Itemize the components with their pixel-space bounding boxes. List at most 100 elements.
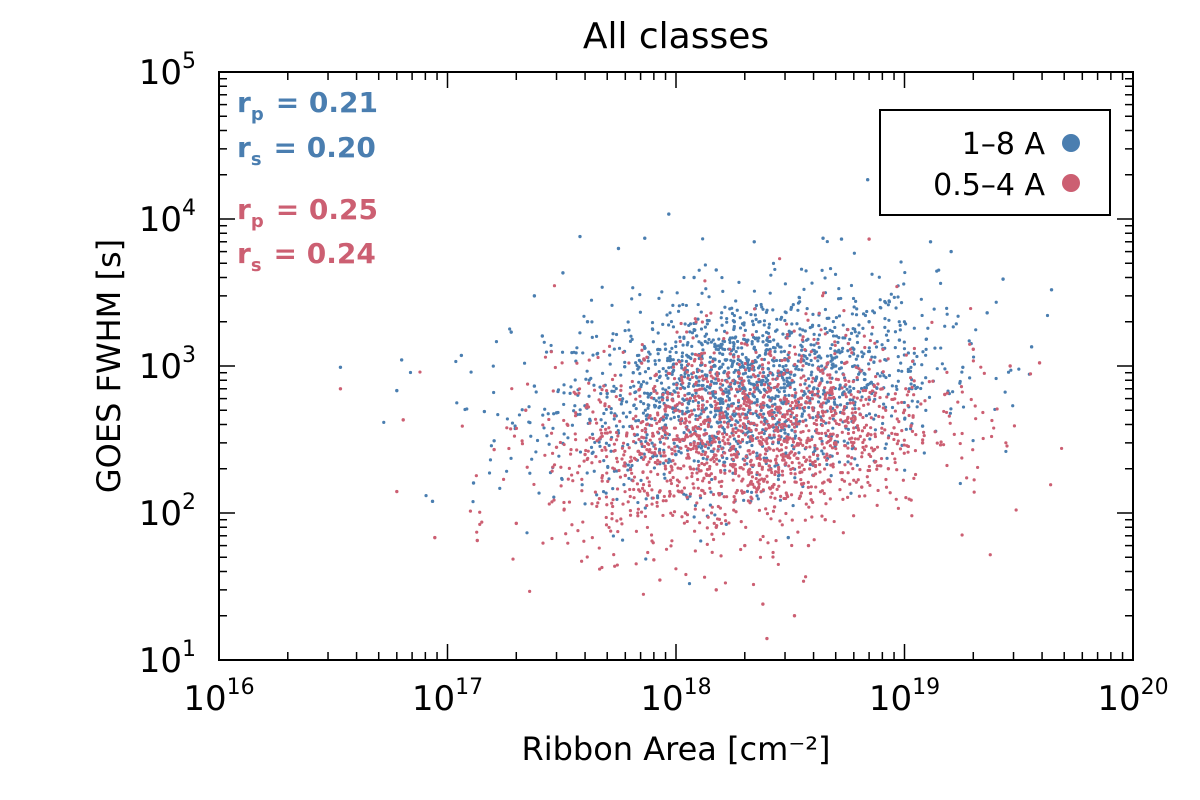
- scatter-point: [735, 308, 739, 312]
- scatter-point: [580, 483, 584, 487]
- scatter-point: [746, 484, 750, 488]
- scatter-point: [778, 406, 783, 410]
- scatter-point: [734, 491, 738, 495]
- scatter-point: [721, 532, 726, 536]
- scatter-point: [698, 494, 702, 498]
- scatter-point: [684, 425, 688, 429]
- scatter-point: [840, 430, 844, 434]
- scatter-point: [752, 386, 756, 390]
- scatter-point: [876, 488, 880, 493]
- scatter-point: [981, 436, 985, 441]
- scatter-point: [851, 407, 855, 411]
- scatter-point: [552, 463, 557, 467]
- scatter-point: [1004, 441, 1008, 445]
- scatter-point: [693, 352, 698, 357]
- scatter-point: [776, 562, 780, 567]
- scatter-point: [800, 463, 804, 467]
- scatter-point: [906, 450, 910, 454]
- scatter-point: [873, 428, 878, 432]
- scatter-point: [612, 442, 617, 446]
- scatter-point: [767, 322, 772, 326]
- scatter-point: [786, 399, 790, 404]
- scatter-point: [794, 404, 798, 408]
- scatter-point: [637, 388, 641, 392]
- scatter-point: [976, 465, 980, 470]
- scatter-point: [696, 400, 701, 405]
- scatter-point: [623, 365, 627, 369]
- scatter-point: [961, 365, 965, 369]
- scatter-point: [547, 442, 551, 446]
- scatter-point: [640, 361, 644, 365]
- scatter-point: [728, 448, 732, 452]
- scatter-point: [643, 346, 647, 350]
- scatter-point: [775, 376, 779, 381]
- scatter-point: [781, 458, 785, 462]
- scatter-point: [889, 292, 893, 296]
- scatter-point: [623, 473, 628, 478]
- scatter-point: [586, 449, 590, 453]
- scatter-point: [575, 346, 579, 350]
- scatter-point: [614, 438, 619, 442]
- scatter-point: [828, 346, 833, 351]
- scatter-point: [609, 411, 613, 415]
- scatter-point: [774, 394, 778, 398]
- scatter-point: [831, 385, 836, 390]
- scatter-point: [924, 376, 928, 380]
- scatter-point: [692, 529, 697, 533]
- scatter-point: [656, 411, 660, 415]
- scatter-point: [902, 400, 906, 405]
- scatter-point: [945, 312, 949, 316]
- scatter-point: [700, 406, 704, 410]
- scatter-point: [629, 455, 633, 459]
- scatter-point: [752, 345, 756, 349]
- scatter-point: [672, 382, 676, 386]
- scatter-point: [709, 410, 713, 414]
- scatter-point: [832, 519, 836, 524]
- scatter-point: [736, 381, 740, 385]
- scatter-point: [739, 429, 743, 433]
- scatter-point: [632, 403, 636, 408]
- scatter-point: [581, 351, 585, 355]
- scatter-point: [745, 441, 749, 445]
- scatter-point: [732, 344, 736, 349]
- annotation-rp: rp = 0.21: [237, 86, 378, 125]
- scatter-point: [872, 360, 876, 365]
- scatter-point: [604, 448, 608, 452]
- scatter-point: [758, 390, 763, 395]
- scatter-point: [778, 437, 782, 441]
- scatter-point: [803, 329, 807, 333]
- scatter-point: [668, 354, 672, 359]
- scatter-point: [708, 396, 713, 400]
- scatter-point: [724, 387, 728, 391]
- scatter-point: [637, 358, 641, 362]
- scatter-point: [702, 351, 707, 355]
- scatter-point: [867, 452, 871, 457]
- scatter-point: [797, 422, 801, 426]
- scatter-point: [550, 500, 554, 504]
- scatter-point: [846, 441, 850, 445]
- scatter-point: [692, 431, 697, 435]
- scatter-point: [709, 425, 713, 429]
- scatter-point: [604, 427, 608, 431]
- scatter-point: [582, 459, 586, 463]
- scatter-point: [972, 478, 976, 482]
- scatter-point: [606, 465, 610, 469]
- scatter-point: [606, 479, 610, 484]
- scatter-point: [609, 407, 613, 411]
- scatter-point: [661, 415, 666, 419]
- scatter-point: [884, 477, 888, 482]
- scatter-point: [605, 395, 609, 399]
- scatter-point: [636, 511, 640, 515]
- scatter-point: [667, 457, 671, 461]
- scatter-point: [585, 320, 590, 324]
- scatter-point: [731, 457, 735, 462]
- scatter-point: [734, 335, 738, 339]
- scatter-point: [666, 404, 670, 409]
- scatter-point: [710, 441, 714, 445]
- scatter-point: [935, 367, 939, 371]
- scatter-point: [747, 381, 752, 385]
- scatter-point: [661, 366, 665, 371]
- scatter-point: [675, 291, 679, 295]
- scatter-point: [758, 453, 762, 457]
- scatter-point: [897, 320, 901, 324]
